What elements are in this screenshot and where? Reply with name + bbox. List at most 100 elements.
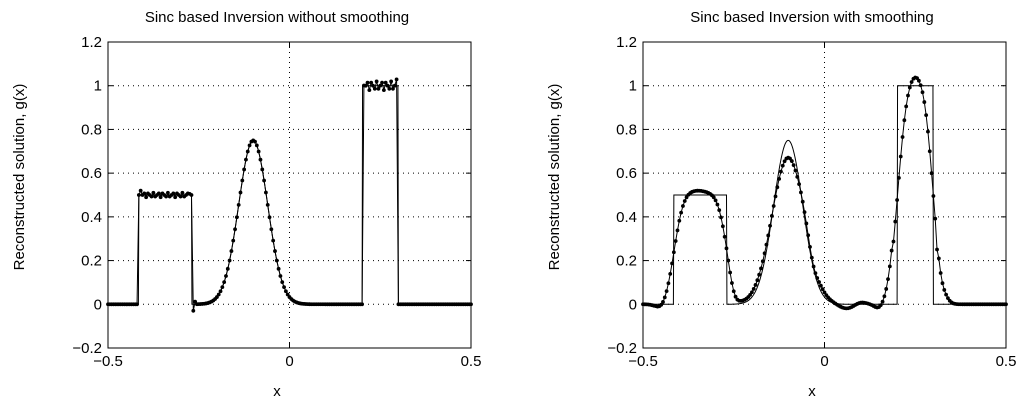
right-reconstruction-point	[773, 194, 778, 199]
left-xtick-label: −0.5	[93, 353, 123, 370]
right-reconstruction-point	[940, 281, 945, 286]
left-reconstruction-point	[173, 195, 178, 200]
left-reconstruction-point	[372, 86, 377, 91]
right-reconstruction-point	[926, 129, 930, 134]
right-reconstruction-point	[820, 287, 825, 292]
right-reconstruction-point	[755, 278, 760, 283]
left-reconstruction-point	[374, 79, 379, 84]
right-reconstruction-point	[780, 163, 785, 168]
left-ytick-label: 1.2	[81, 34, 102, 51]
left-reconstruction-point	[276, 266, 281, 271]
right-reconstruction-point	[724, 246, 729, 251]
right-reconstruction-point	[893, 219, 898, 224]
left-reconstruction-point	[371, 83, 375, 88]
left-axes-frame	[107, 41, 472, 349]
left-reconstruction-point	[385, 83, 390, 88]
right-reconstruction-point	[920, 90, 925, 95]
left-reconstruction-point	[256, 149, 261, 154]
right-reconstruction-point	[771, 204, 776, 208]
left-reconstruction-point	[136, 193, 141, 197]
left-xtick-label: 0	[285, 353, 293, 370]
right-reconstruction-point	[933, 216, 938, 221]
right-reconstruction-point	[902, 118, 907, 123]
right-ytick-label: 0	[629, 296, 637, 313]
left-reconstruction-point	[389, 79, 394, 84]
left-series	[106, 77, 473, 313]
left-reconstruction-point	[367, 88, 372, 92]
left-xlabel: x	[273, 383, 281, 400]
right-reconstruction-point	[878, 303, 883, 308]
right-reconstruction-point	[795, 174, 800, 179]
right-reconstruction-point	[782, 159, 787, 164]
left-ytick-label: 0.8	[81, 121, 102, 138]
right-reconstruction-point	[757, 272, 762, 277]
right-exact-line	[643, 85, 1006, 305]
right-reconstruction-point	[882, 294, 887, 299]
left-reconstruction-point	[376, 86, 381, 91]
left-reconstruction-point	[273, 249, 277, 253]
right-reconstruction-point	[730, 281, 734, 285]
left-title: Sinc based Inversion without smoothing	[145, 9, 409, 26]
right-reconstruction-point	[760, 259, 765, 264]
right-reconstruction-point	[764, 242, 769, 247]
right-reconstruction-point	[679, 210, 684, 215]
right-xtick-label: −0.5	[628, 353, 658, 370]
left-reconstruction-point	[283, 289, 288, 294]
right-reconstruction-point	[880, 299, 885, 304]
right-xtick-label: 0.5	[996, 353, 1017, 370]
left-reconstruction-point	[234, 215, 239, 220]
left-reconstruction-point	[363, 83, 368, 88]
right-ytick-label: −0.2	[607, 340, 637, 357]
left-reconstruction-point	[180, 190, 185, 195]
right-reconstruction-point	[726, 258, 731, 263]
left-reconstruction-point	[378, 83, 383, 88]
left-ytick-label: 1	[94, 78, 102, 95]
right-reconstruction-point	[904, 104, 909, 109]
right-reconstruction-point	[750, 290, 754, 295]
right-reconstruction-point	[817, 280, 821, 284]
right-reconstruction-point	[884, 287, 889, 291]
left-reconstruction-point	[265, 202, 270, 207]
right-reconstruction-point	[931, 194, 936, 198]
right-reconstruction-point	[818, 283, 823, 288]
right-reconstruction-point	[719, 215, 723, 220]
right-reconstruction-point	[713, 198, 718, 203]
right-reconstruction-point	[671, 250, 676, 255]
left-reconstruction-point	[225, 266, 230, 271]
left-ytick-label: 0	[94, 296, 102, 313]
left-reconstruction-point	[220, 285, 225, 290]
right-reconstruction-point	[886, 277, 890, 282]
right-reconstruction-point	[748, 293, 752, 297]
right-reconstruction-point	[762, 251, 767, 256]
left-reconstruction-point	[274, 258, 279, 263]
left-reconstruction-point	[231, 238, 236, 243]
right-ytick-label: 0.6	[616, 165, 637, 182]
right-reconstruction-point	[775, 185, 780, 190]
right-reconstruction-point	[715, 202, 720, 207]
right-reconstruction-point	[891, 239, 896, 244]
right-axes-frame	[642, 41, 1007, 349]
right-reconstruction-point	[809, 255, 814, 260]
left-reconstruction-point	[144, 195, 149, 200]
right-xlabel: x	[808, 383, 816, 400]
right-reconstruction-point	[722, 234, 727, 239]
right-reconstruction-point	[916, 78, 921, 83]
right-reconstruction-point	[889, 248, 894, 253]
right-reconstruction-point	[804, 221, 809, 226]
right-reconstruction-point	[759, 266, 763, 271]
right-reconstruction-point	[720, 224, 725, 229]
right-ytick-label: 0.2	[616, 253, 637, 270]
left-reconstruction-point	[222, 280, 227, 284]
left-reconstruction-point	[151, 190, 156, 195]
left-reconstruction-point	[360, 302, 364, 307]
right-reconstruction-point	[900, 135, 905, 139]
left-reconstruction-point	[244, 157, 248, 162]
right-reconstruction-point	[677, 218, 682, 223]
right-reconstruction-point	[895, 198, 899, 202]
left-reconstruction-point	[383, 80, 388, 85]
left-ytick-label: 0.6	[81, 165, 102, 182]
right-ytick-label: 0.8	[616, 121, 637, 138]
right-reconstruction-point	[717, 208, 722, 213]
right-reconstruction-point	[813, 271, 818, 276]
